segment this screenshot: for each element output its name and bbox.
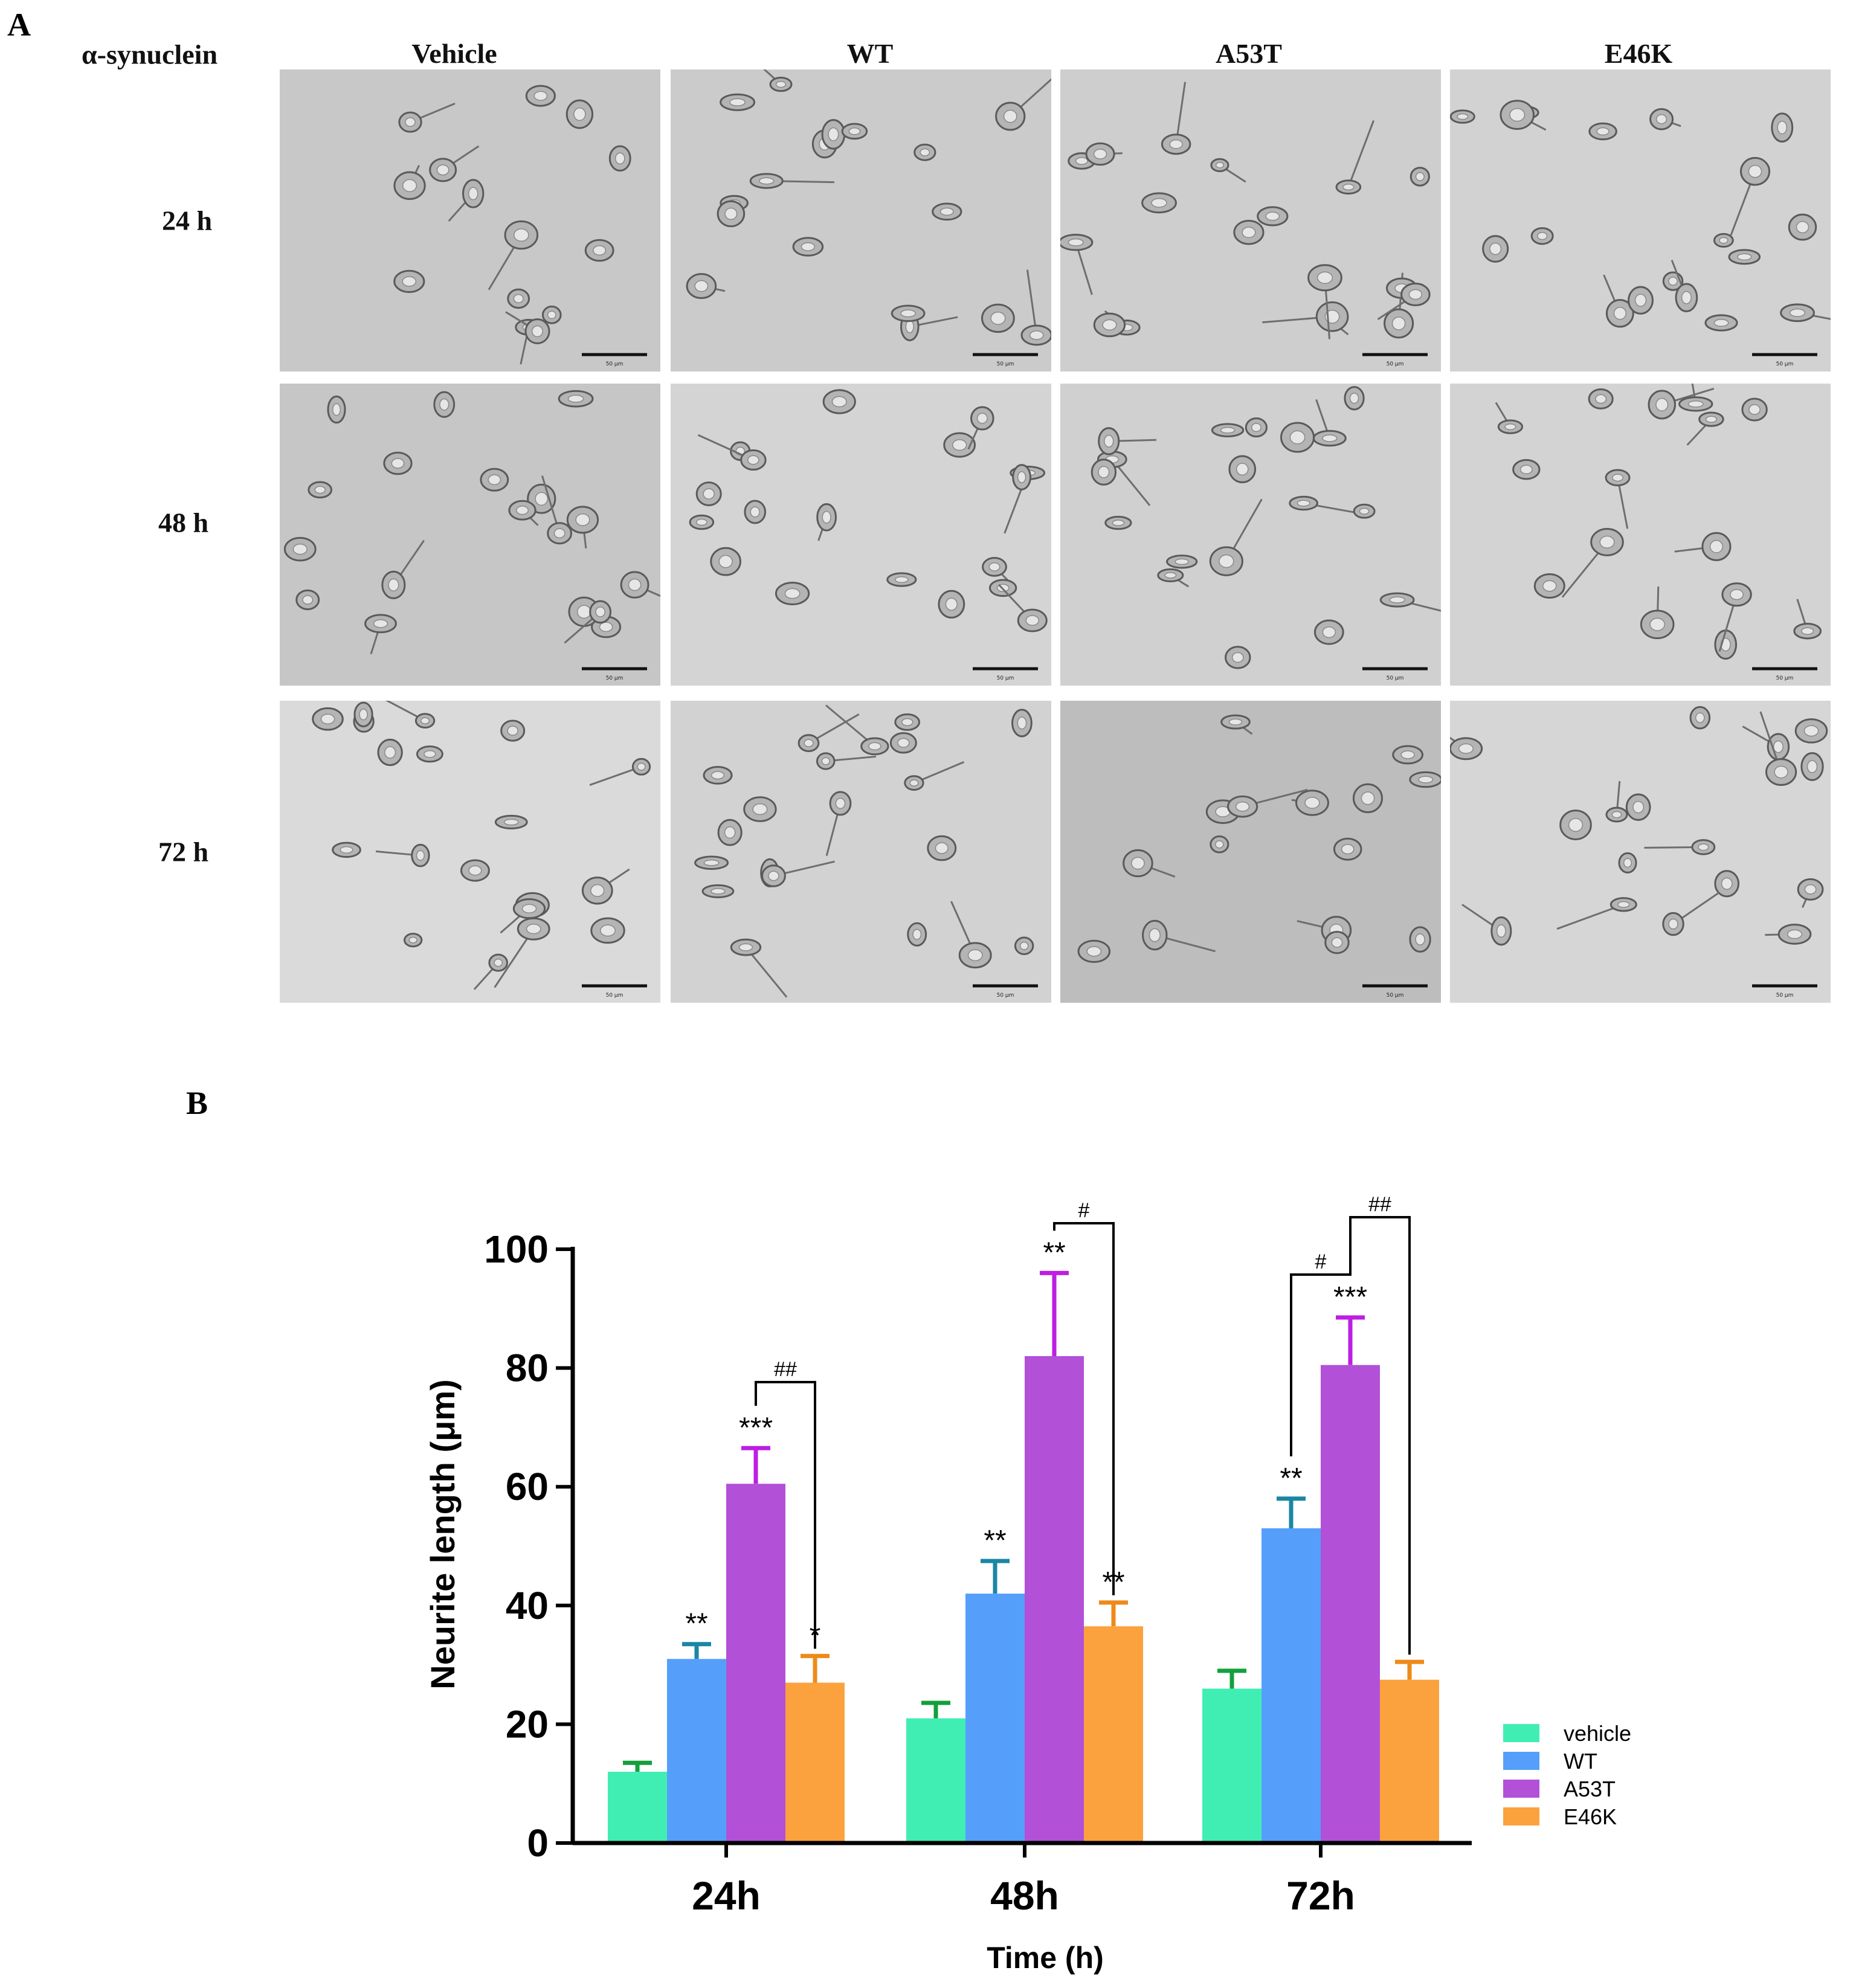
col-header-e46k: E46K <box>1604 38 1673 69</box>
comparison-bracket <box>1349 1216 1411 1655</box>
significance-mark: ** <box>1280 1462 1302 1494</box>
micrograph-vehicle-24h: 50 μm <box>280 69 660 372</box>
col-header-a53t: A53T <box>1216 38 1282 69</box>
comparison-label: ## <box>1368 1193 1391 1216</box>
scale-bar-label: 50 μm <box>1387 361 1404 367</box>
scale-bar-label: 50 μm <box>1776 361 1794 367</box>
panel-a-letter: A <box>7 7 31 43</box>
legend-label-e46k: E46K <box>1564 1804 1617 1829</box>
bar-a53t-48h <box>1025 1356 1084 1843</box>
micrograph-wt-48h: 50 μm <box>671 384 1051 686</box>
bar-e46k-48h <box>1084 1626 1143 1843</box>
bar-wt-48h <box>965 1594 1025 1843</box>
x-tick-label-72h: 72h <box>1286 1873 1355 1918</box>
scale-bar-label: 50 μm <box>1776 675 1794 681</box>
micrograph-e46k-72h: 50 μm <box>1450 701 1831 1003</box>
bar-a53t-24h <box>726 1484 785 1843</box>
bar-vehicle-72h <box>1202 1688 1262 1843</box>
col-header-vehicle: Vehicle <box>411 38 497 69</box>
x-tick-label-48h: 48h <box>990 1873 1059 1918</box>
y-tick-label-80: 80 <box>506 1346 549 1390</box>
scale-bar-label: 50 μm <box>606 992 624 999</box>
bar-vehicle-48h <box>906 1718 965 1843</box>
comparison-bracket <box>755 1381 816 1649</box>
y-axis-title: Neurite length (μm) <box>424 1379 462 1689</box>
micrograph-wt-72h: 50 μm <box>671 701 1051 1003</box>
micrograph-e46k-24h: 50 μm <box>1450 69 1831 372</box>
legend-label-wt: WT <box>1564 1749 1597 1774</box>
legend-label-vehicle: vehicle <box>1564 1721 1631 1746</box>
comparison-label: # <box>1315 1250 1327 1273</box>
legend-label-a53t: A53T <box>1564 1777 1616 1801</box>
x-axis-title: Time (h) <box>987 1941 1104 1975</box>
bar-e46k-72h <box>1380 1679 1439 1843</box>
significance-mark: ** <box>685 1608 707 1640</box>
alpha-synuclein-label: α-synuclein <box>82 39 218 70</box>
micrograph-wt-24h: 50 μm <box>671 69 1051 372</box>
significance-mark: ** <box>1043 1237 1065 1269</box>
micrograph-vehicle-48h: 50 μm <box>280 384 660 686</box>
bar-wt-24h <box>667 1659 726 1843</box>
comparison-bracket <box>1053 1222 1115 1595</box>
bar-wt-72h <box>1262 1528 1321 1843</box>
significance-mark: *** <box>739 1412 773 1444</box>
comparison-label: # <box>1078 1199 1090 1222</box>
bar-vehicle-24h <box>608 1772 667 1843</box>
legend-swatch-a53t <box>1503 1780 1539 1798</box>
x-tick-label-24h: 24h <box>692 1873 761 1918</box>
micrograph-vehicle-72h: 50 μm <box>280 701 660 1003</box>
comparison-label: ## <box>774 1358 797 1381</box>
col-header-wt: WT <box>846 38 894 69</box>
micrograph-e46k-48h: 50 μm <box>1450 384 1831 686</box>
significance-mark: ** <box>984 1525 1006 1557</box>
scale-bar-label: 50 μm <box>997 675 1014 681</box>
y-tick-label-0: 0 <box>527 1821 549 1865</box>
comparison-bracket <box>1290 1257 1352 1456</box>
scale-bar-label: 50 μm <box>606 675 624 681</box>
scale-bar-label: 50 μm <box>997 992 1014 999</box>
legend-swatch-wt <box>1503 1752 1539 1770</box>
panel-b-letter: B <box>186 1085 208 1121</box>
legend-swatch-e46k <box>1503 1807 1539 1826</box>
row-header-24h: 24 h <box>162 205 213 236</box>
micrograph-a53t-72h: 50 μm <box>1060 701 1441 1003</box>
scale-bar-label: 50 μm <box>1387 992 1404 999</box>
scale-bar-label: 50 μm <box>1387 675 1404 681</box>
scale-bar-label: 50 μm <box>1776 992 1794 999</box>
micrograph-a53t-48h: 50 μm <box>1060 384 1441 686</box>
row-header-72h: 72 h <box>158 836 209 867</box>
bar-e46k-24h <box>785 1682 845 1843</box>
y-tick-label-20: 20 <box>506 1702 549 1746</box>
micrograph-a53t-24h: 50 μm <box>1060 69 1441 372</box>
legend-swatch-vehicle <box>1503 1724 1539 1742</box>
y-tick-label-60: 60 <box>506 1465 549 1508</box>
scale-bar-label: 50 μm <box>606 361 624 367</box>
significance-mark: *** <box>1333 1281 1367 1313</box>
y-tick-label-100: 100 <box>484 1227 549 1271</box>
row-header-48h: 48 h <box>158 507 209 538</box>
y-tick-label-40: 40 <box>506 1584 549 1627</box>
scale-bar-label: 50 μm <box>997 361 1014 367</box>
bar-a53t-72h <box>1321 1365 1380 1843</box>
